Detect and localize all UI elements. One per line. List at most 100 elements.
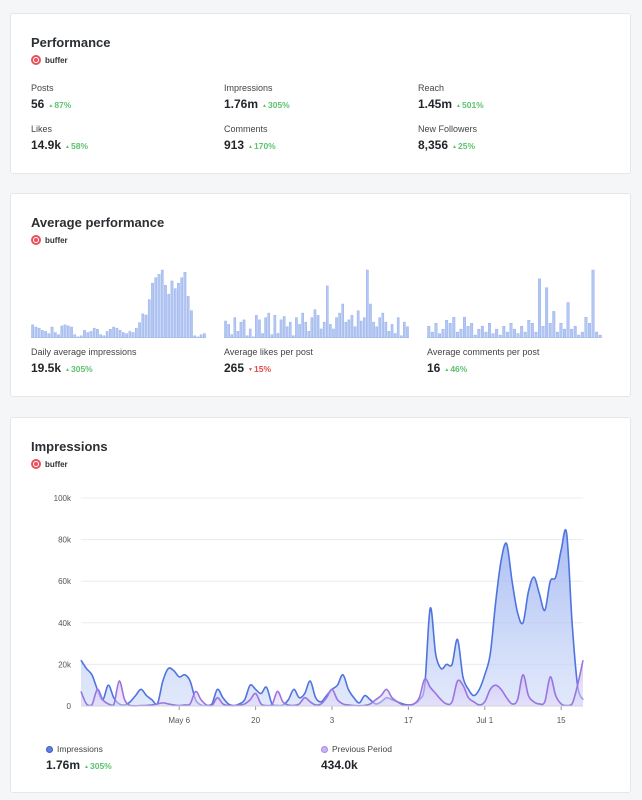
sparkline-bar bbox=[154, 277, 158, 338]
sparkline-bar bbox=[196, 336, 200, 338]
sparkline-bar bbox=[396, 317, 400, 338]
sparkline-bar bbox=[227, 324, 230, 338]
sparkline-bar bbox=[73, 334, 77, 338]
impressions-brand: buffer bbox=[31, 459, 68, 469]
sparkline-bar bbox=[491, 333, 495, 338]
buffer-logo-icon bbox=[31, 235, 41, 245]
average-brand: buffer bbox=[31, 235, 68, 245]
sparkline-bar bbox=[233, 317, 237, 338]
sparkline-bar bbox=[118, 330, 122, 338]
sparkline-bar bbox=[34, 326, 38, 338]
legend-value: 1.76m bbox=[46, 758, 81, 772]
sparkline-bar bbox=[270, 334, 274, 338]
y-tick-label: 60k bbox=[58, 577, 72, 586]
sparkline-bar bbox=[523, 331, 527, 338]
sparkline-bar bbox=[356, 310, 360, 338]
sparkline-bar bbox=[230, 334, 233, 338]
sparkline-bar bbox=[248, 328, 252, 338]
sparkline-bar bbox=[63, 324, 67, 338]
sparkline-bar bbox=[488, 323, 491, 338]
sparkline-bar bbox=[329, 324, 332, 338]
sparkline-bar bbox=[86, 332, 90, 338]
sparkline-bar bbox=[332, 328, 335, 338]
sparkline-bar bbox=[459, 328, 463, 338]
sparkline-bar bbox=[363, 317, 366, 338]
sparkline-bar bbox=[76, 336, 80, 338]
buffer-logo-icon bbox=[31, 55, 41, 65]
sparkline-bar bbox=[584, 317, 588, 338]
metric-reach: Reach 1.45m 501% bbox=[418, 83, 598, 111]
sparkline-bar bbox=[520, 325, 524, 338]
metric-impressions: Impressions 1.76m 305% bbox=[224, 83, 404, 111]
x-tick-label: 17 bbox=[404, 716, 413, 725]
sparkline-bar bbox=[477, 328, 481, 338]
likes-sparkline bbox=[224, 269, 409, 338]
performance-card: Performance buffer Posts 56 87% Impressi… bbox=[10, 13, 631, 174]
sparkline-bar bbox=[70, 326, 73, 338]
sparkline-bar bbox=[267, 312, 270, 338]
sparkline-bar bbox=[203, 333, 206, 338]
legend-previous-period[interactable]: Previous Period 434.0k bbox=[321, 744, 392, 772]
x-tick-label: Jul 1 bbox=[476, 716, 493, 725]
metric-value: 8,356 bbox=[418, 138, 449, 152]
sparkline-bar bbox=[366, 269, 369, 338]
metric-label: Average comments per post bbox=[427, 347, 540, 357]
sparkline-bar bbox=[598, 334, 602, 338]
sparkline-bar bbox=[545, 287, 549, 338]
sparkline-bar bbox=[516, 333, 520, 338]
sparkline-bar bbox=[147, 299, 151, 338]
sparkline-bar bbox=[255, 315, 258, 338]
sparkline-bar bbox=[282, 316, 286, 338]
sparkline-bar bbox=[341, 303, 344, 338]
sparkline-bar bbox=[378, 317, 381, 338]
sparkline-bar bbox=[548, 323, 552, 338]
sparkline-bar bbox=[115, 327, 119, 338]
metric-label: Average likes per post bbox=[224, 347, 313, 357]
sparkline-bar bbox=[322, 321, 326, 338]
sparkline-bar bbox=[131, 332, 135, 338]
metric-new-followers: New Followers 8,356 25% bbox=[418, 124, 598, 152]
impressions-card: Impressions buffer 0 20k 40k 60k 80k 100k May … bbox=[10, 417, 631, 793]
previous-period-series-line bbox=[80, 660, 584, 707]
sparkline-bar bbox=[273, 315, 277, 338]
sparkline-bar bbox=[128, 331, 132, 338]
sparkline-bar bbox=[242, 319, 246, 338]
metric-daily-avg-impressions: Daily average impressions 19.5k 305% bbox=[31, 347, 211, 375]
sparkline-bar bbox=[186, 296, 190, 338]
comments-sparkline bbox=[427, 269, 602, 338]
sparkline-bar bbox=[381, 312, 385, 338]
sparkline-bar bbox=[563, 328, 566, 338]
sparkline-bar bbox=[264, 317, 267, 338]
metric-label: Reach bbox=[418, 83, 445, 93]
metric-value: 56 bbox=[31, 97, 45, 111]
legend-impressions[interactable]: Impressions 1.76m 305% bbox=[46, 744, 112, 772]
sparkline-bar bbox=[44, 331, 47, 338]
metric-label: Comments bbox=[224, 124, 268, 134]
sparkline-bar bbox=[164, 285, 167, 338]
sparkline-bar bbox=[369, 303, 372, 338]
previous-period-legend-dot bbox=[321, 745, 328, 753]
sparkline-bar bbox=[193, 335, 196, 338]
x-tick-label: 15 bbox=[557, 716, 566, 725]
sparkline-bar bbox=[534, 331, 538, 338]
legend-delta: 305% bbox=[84, 761, 112, 771]
sparkline-bar bbox=[304, 321, 307, 338]
sparkline-bar bbox=[66, 325, 70, 338]
sparkline-bar bbox=[160, 269, 164, 338]
sparkline-bar bbox=[177, 282, 180, 338]
sparkline-bar bbox=[375, 326, 378, 338]
sparkline-bar bbox=[276, 333, 280, 338]
impressions-legend-dot bbox=[46, 745, 53, 753]
sparkline-bar bbox=[261, 333, 264, 338]
sparkline-bar bbox=[595, 331, 599, 338]
metric-value: 913 bbox=[224, 138, 245, 152]
y-tick-label: 40k bbox=[58, 619, 72, 628]
sparkline-bar bbox=[427, 325, 431, 338]
sparkline-bar bbox=[199, 334, 203, 338]
sparkline-bar bbox=[384, 321, 388, 338]
impressions-area-chart: 0 20k 40k 60k 80k 100k May 6 20 3 17 Jul 1 15 bbox=[54, 494, 584, 725]
sparkline-bar bbox=[138, 322, 141, 338]
impressions-series-area bbox=[81, 529, 583, 706]
y-tick-label: 20k bbox=[58, 660, 72, 669]
sparkline-bar bbox=[387, 330, 391, 338]
